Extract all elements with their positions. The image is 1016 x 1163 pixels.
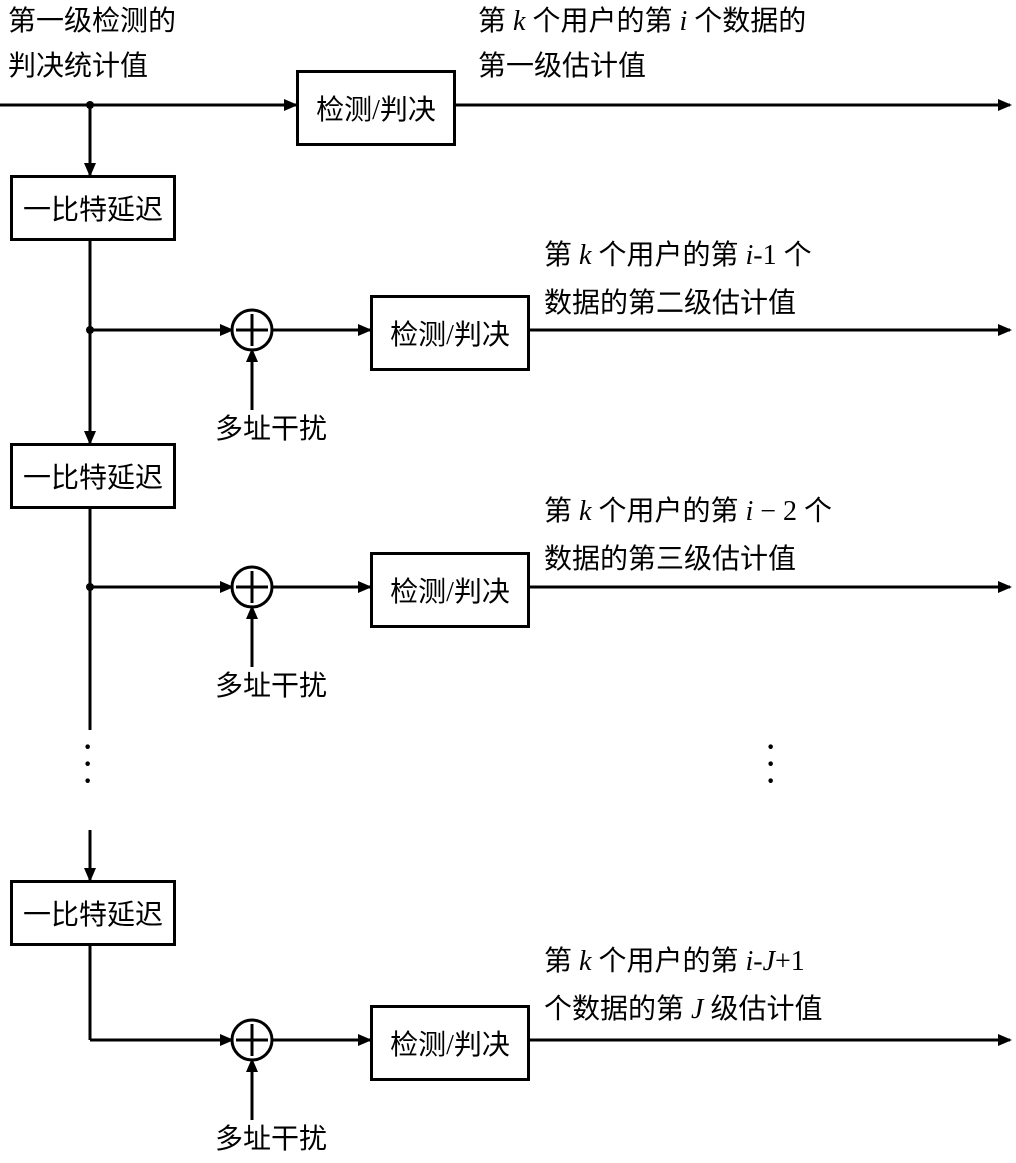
stage2-output-line2: 数据的第二级估计值 [544,282,796,327]
stage2-output-line1: 第 k 个用户的第 i-1 个 [544,234,812,279]
vdots-right: ··· [766,740,775,790]
mai-label-2: 多址干扰 [215,408,327,453]
delay-box-2: 一比特延迟 [10,443,176,509]
detect-box-3: 检测/判决 [370,552,530,628]
input-label-line1: 第一级检测的 [8,0,176,45]
vdots-left: ··· [83,740,92,790]
stage1-output-line2: 第一级估计值 [478,45,646,90]
stage3-output-line2: 数据的第三级估计值 [544,538,796,583]
detect-box-1: 检测/判决 [296,70,456,146]
stagej-output-line1: 第 k 个用户的第 i-J+1 [544,940,805,985]
mai-label-j: 多址干扰 [215,1118,327,1163]
stage1-output-line1: 第 k 个用户的第 i 个数据的 [478,0,806,45]
detect-box-j: 检测/判决 [370,1005,530,1081]
mai-label-3: 多址干扰 [215,665,327,710]
delay-box-1: 一比特延迟 [10,175,176,241]
stage3-output-line1: 第 k 个用户的第 i − 2 个 [544,490,832,535]
detect-box-2: 检测/判决 [370,295,530,371]
delay-box-j: 一比特延迟 [10,880,176,946]
stagej-output-line2: 个数据的第 J 级估计值 [544,988,822,1033]
input-label-line2: 判决统计值 [8,45,148,90]
